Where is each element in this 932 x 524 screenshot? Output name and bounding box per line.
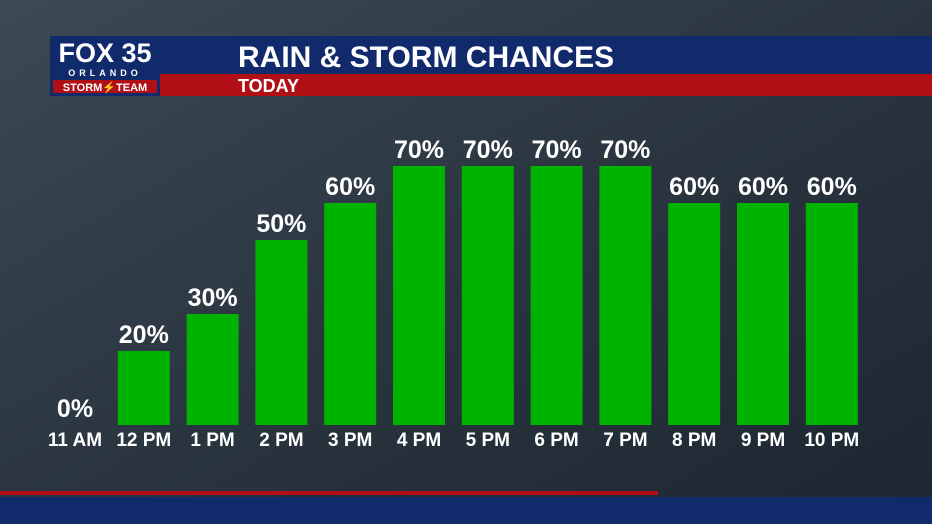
bar: [805, 203, 858, 425]
x-tick-label: 2 PM: [259, 430, 303, 451]
x-tick-label: 6 PM: [534, 430, 578, 451]
logo-brand: FOX 35: [58, 38, 151, 68]
value-label: 60%: [738, 173, 788, 201]
logo-team: STORM⚡TEAM: [63, 81, 147, 94]
bar: [668, 203, 721, 425]
logo-team-box: [53, 80, 157, 93]
footer-bar: [0, 497, 932, 524]
value-label: 70%: [532, 136, 582, 164]
bar: [117, 351, 170, 425]
bar: [737, 203, 789, 425]
x-tick-label: 11 AM: [48, 430, 102, 451]
value-label: 0%: [57, 395, 93, 423]
bar: [186, 314, 239, 425]
x-tick-label: 8 PM: [672, 430, 716, 451]
value-label: 30%: [188, 284, 238, 312]
bar: [255, 240, 308, 425]
bar: [599, 166, 652, 425]
x-tick-label: 12 PM: [116, 430, 171, 451]
x-tick-label: 7 PM: [603, 430, 647, 451]
x-tick-label: 5 PM: [466, 430, 510, 451]
footer-line: [0, 491, 658, 495]
value-label: 70%: [463, 136, 513, 164]
x-tick-label: 9 PM: [741, 430, 785, 451]
chart-subtitle: TODAY: [238, 76, 299, 96]
value-label: 70%: [600, 136, 650, 164]
value-label: 60%: [807, 173, 857, 201]
bar: [530, 166, 583, 425]
logo-city: ORLANDO: [68, 68, 142, 78]
bar: [393, 166, 445, 425]
value-label: 60%: [669, 173, 719, 201]
value-label: 20%: [119, 321, 169, 349]
bar: [461, 166, 514, 425]
subtitle-bar: [160, 74, 932, 96]
x-tick-label: 10 PM: [804, 430, 859, 451]
value-label: 50%: [256, 210, 306, 238]
x-tick-label: 4 PM: [397, 430, 441, 451]
bar: [324, 203, 377, 425]
x-tick-label: 1 PM: [190, 430, 234, 451]
title-bar: [160, 36, 932, 74]
value-label: 70%: [394, 136, 444, 164]
value-label: 60%: [325, 173, 375, 201]
x-tick-label: 3 PM: [328, 430, 372, 451]
chart-title: RAIN & STORM CHANCES: [238, 41, 614, 74]
